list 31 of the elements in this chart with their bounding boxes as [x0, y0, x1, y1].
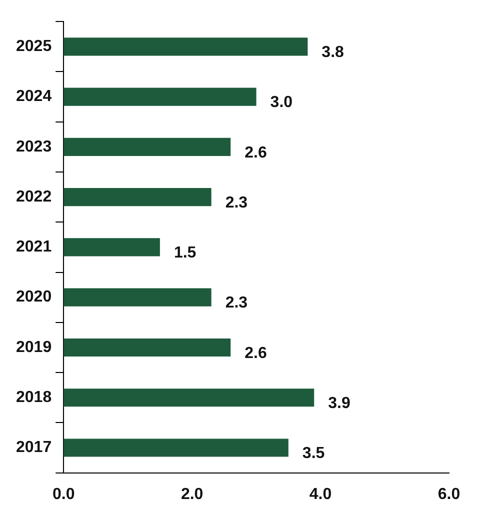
data-label: 3.8: [322, 44, 344, 62]
bar: [64, 388, 314, 407]
data-label: 1.5: [174, 244, 196, 262]
data-label: 2.6: [244, 344, 267, 362]
y-tick-label: 2019: [16, 338, 52, 356]
y-tick-label: 2022: [16, 188, 52, 206]
y-tick-label: 2018: [16, 389, 52, 406]
x-tick-label: 2.0: [180, 486, 204, 503]
bar: [64, 238, 160, 256]
bar: [64, 138, 231, 156]
bar: [64, 288, 212, 306]
y-tick-label: 2021: [16, 238, 52, 256]
data-label: 2.3: [225, 294, 248, 312]
bar: [64, 188, 212, 206]
bar: [64, 338, 231, 356]
y-tick-label: 2020: [16, 288, 52, 306]
data-label: 2.3: [225, 194, 248, 212]
data-label: 3.9: [328, 395, 350, 412]
bar: [64, 88, 256, 106]
y-tick-label: 2017: [16, 439, 52, 456]
y-tick-label: 2024: [16, 88, 52, 106]
x-tick-label: 0.0: [52, 486, 75, 503]
bar: [64, 38, 308, 56]
data-label: 3.0: [270, 94, 293, 112]
x-tick-label: 6.0: [438, 486, 460, 503]
data-label: 3.5: [302, 445, 325, 462]
y-tick-label: 2023: [16, 138, 52, 156]
bar: [64, 438, 288, 457]
x-tick-label: 4.0: [309, 486, 332, 503]
data-label: 2.6: [244, 144, 267, 162]
y-tick-label: 2025: [16, 38, 52, 56]
